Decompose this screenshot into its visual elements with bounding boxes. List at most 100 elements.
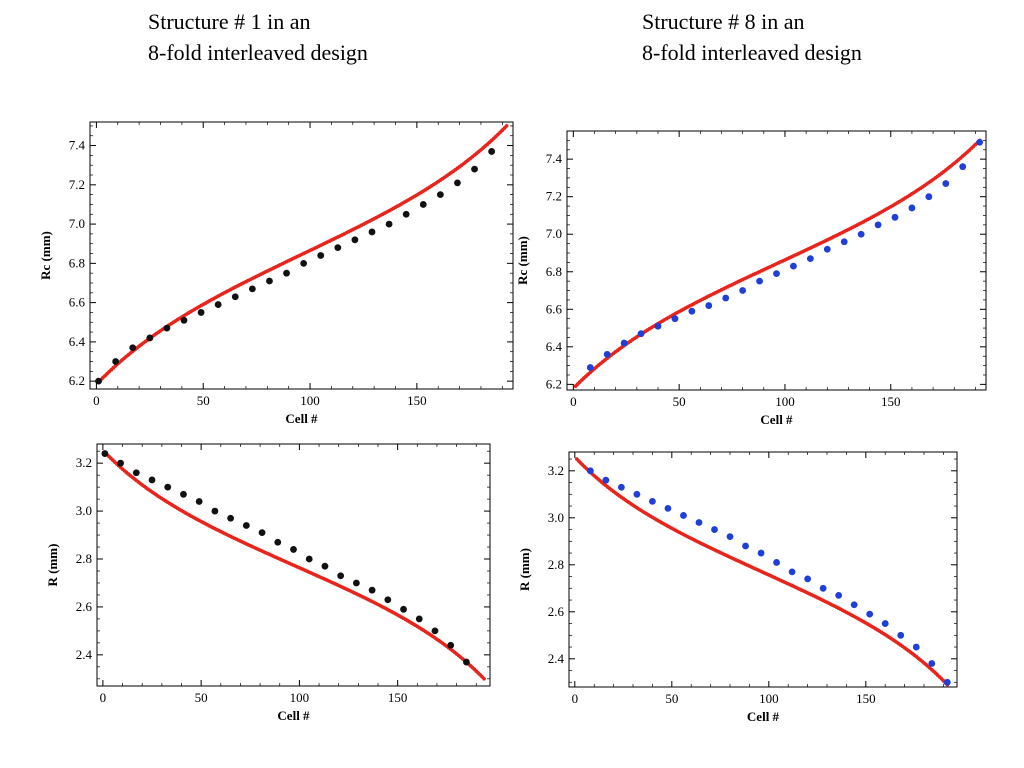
y-axis-title: Rc (mm) xyxy=(515,236,530,285)
data-point xyxy=(649,497,656,505)
data-point xyxy=(305,555,313,563)
data-point xyxy=(912,643,920,651)
x-axis-title: Cell # xyxy=(285,411,318,426)
y-axis-title: R (mm) xyxy=(517,548,532,591)
data-point xyxy=(586,364,594,371)
data-point xyxy=(959,163,967,171)
y-tick-label: 7.0 xyxy=(69,216,85,231)
data-point xyxy=(671,315,679,323)
data-point xyxy=(117,459,124,467)
data-point xyxy=(368,228,376,236)
plot-frame xyxy=(89,121,514,390)
data-point xyxy=(850,601,858,609)
chart-rc-structure-1: 0 50 100 150 6.2 6.4 6.6 6.8 7.0 7.2 7.4 Cell # Rc (… xyxy=(38,121,514,426)
data-point xyxy=(112,358,120,365)
data-point xyxy=(739,287,747,294)
data-point xyxy=(705,302,713,309)
y-tick-label: 2.6 xyxy=(76,599,93,614)
data-point xyxy=(602,476,610,484)
data-point xyxy=(908,204,916,212)
data-point xyxy=(300,259,308,267)
data-point xyxy=(823,245,831,253)
data-point xyxy=(819,584,827,592)
x-tick-label: 150 xyxy=(407,393,427,408)
data-point xyxy=(101,450,109,457)
x-axis-title: Cell # xyxy=(277,708,310,723)
y-tick-label: 6.2 xyxy=(546,376,562,391)
data-point xyxy=(806,255,814,263)
y-tick-label: 2.4 xyxy=(76,647,93,662)
data-point xyxy=(866,610,874,618)
heading-structure-1-line2: 8-fold interleaved design xyxy=(148,40,368,65)
x-tick-label: 150 xyxy=(881,394,901,409)
x-tick-label: 100 xyxy=(775,394,795,409)
y-tick-label: 2.4 xyxy=(548,651,565,666)
data-point xyxy=(266,277,273,285)
data-point xyxy=(283,269,290,277)
heading-structure-1: Structure # 1 in an 8-fold interleaved d… xyxy=(148,6,368,68)
data-point xyxy=(431,627,439,635)
data-point xyxy=(454,179,461,187)
data-point xyxy=(334,244,342,252)
data-point xyxy=(742,542,749,550)
data-point xyxy=(603,350,611,358)
data-point xyxy=(180,490,187,498)
data-point xyxy=(711,526,718,533)
heading-structure-1-line1: Structure # 1 in an xyxy=(148,9,311,34)
y-tick-label: 7.2 xyxy=(546,189,562,204)
y-tick-label: 6.4 xyxy=(69,334,86,349)
data-point xyxy=(129,344,137,352)
x-tick-label: 150 xyxy=(388,690,408,705)
plot-frame xyxy=(96,443,491,687)
data-point xyxy=(447,641,455,649)
data-point xyxy=(620,339,628,347)
y-tick-label: 3.2 xyxy=(76,455,92,470)
data-point xyxy=(146,334,154,342)
data-point xyxy=(164,483,172,491)
data-point xyxy=(197,309,205,316)
y-tick-label: 6.8 xyxy=(69,255,85,270)
curve-point xyxy=(504,124,509,128)
data-point xyxy=(321,562,329,570)
y-tick-label: 7.2 xyxy=(69,177,85,192)
data-point xyxy=(351,236,359,244)
data-point xyxy=(488,148,496,155)
data-point xyxy=(756,277,763,285)
data-point xyxy=(773,559,780,566)
chart-r-structure-1: 0 50 100 150 2.4 2.6 2.8 3.0 3.2 Cell # R (mm) xyxy=(45,443,491,723)
data-point xyxy=(617,483,625,491)
data-point xyxy=(857,230,865,238)
x-axis-title: Cell # xyxy=(747,709,780,724)
heading-structure-8-line1: Structure # 8 in an xyxy=(642,9,805,34)
y-tick-label: 6.6 xyxy=(69,295,86,310)
x-tick-label: 0 xyxy=(572,691,579,706)
y-tick-label: 2.6 xyxy=(548,604,565,619)
data-point xyxy=(804,575,812,583)
y-tick-label: 2.8 xyxy=(76,551,92,566)
x-tick-label: 100 xyxy=(759,691,779,706)
y-axis-title: Rc (mm) xyxy=(38,231,53,280)
x-tick-label: 100 xyxy=(290,690,310,705)
data-point xyxy=(419,201,427,208)
y-tick-label: 6.4 xyxy=(546,339,563,354)
data-point xyxy=(695,519,703,526)
x-tick-label: 50 xyxy=(197,393,210,408)
data-point xyxy=(231,293,239,301)
y-tick-label: 7.0 xyxy=(546,226,562,241)
data-point xyxy=(688,307,696,315)
data-point xyxy=(891,213,899,221)
x-tick-label: 50 xyxy=(673,394,686,409)
data-point xyxy=(95,377,102,385)
y-tick-label: 2.8 xyxy=(548,557,564,572)
y-tick-label: 7.4 xyxy=(69,138,86,153)
data-point xyxy=(258,529,266,537)
data-point xyxy=(722,294,730,302)
y-tick-label: 3.0 xyxy=(76,503,92,518)
data-point xyxy=(400,605,407,613)
data-point xyxy=(195,498,203,505)
data-point xyxy=(790,262,797,270)
data-point xyxy=(463,658,470,666)
data-point xyxy=(881,620,889,627)
data-point xyxy=(976,138,984,146)
data-point xyxy=(835,591,843,599)
